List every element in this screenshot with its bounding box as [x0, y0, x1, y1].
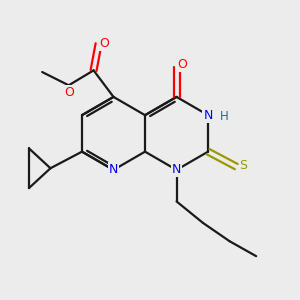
- Text: O: O: [64, 86, 74, 99]
- Text: N: N: [172, 164, 181, 176]
- Text: N: N: [203, 109, 213, 122]
- Text: H: H: [220, 110, 228, 123]
- Text: N: N: [109, 164, 118, 176]
- Text: O: O: [100, 37, 110, 50]
- Text: O: O: [178, 58, 188, 71]
- Text: S: S: [240, 159, 248, 172]
